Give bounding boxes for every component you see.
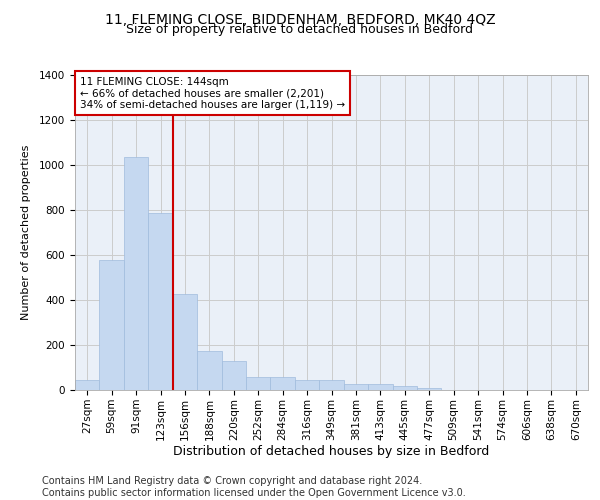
Bar [368, 384, 392, 390]
Text: 11 FLEMING CLOSE: 144sqm
← 66% of detached houses are smaller (2,201)
34% of sem: 11 FLEMING CLOSE: 144sqm ← 66% of detach… [80, 76, 345, 110]
Bar [100, 260, 124, 390]
X-axis label: Distribution of detached houses by size in Bedford: Distribution of detached houses by size … [173, 446, 490, 458]
Bar [124, 157, 148, 390]
Bar [271, 376, 295, 390]
Y-axis label: Number of detached properties: Number of detached properties [20, 145, 31, 320]
Bar [173, 294, 197, 390]
Bar [197, 350, 221, 390]
Bar [246, 376, 271, 390]
Bar [319, 380, 344, 390]
Bar [295, 380, 319, 390]
Bar [392, 386, 417, 390]
Bar [221, 361, 246, 390]
Text: Contains HM Land Registry data © Crown copyright and database right 2024.
Contai: Contains HM Land Registry data © Crown c… [42, 476, 466, 498]
Bar [148, 214, 173, 390]
Bar [75, 380, 100, 390]
Text: 11, FLEMING CLOSE, BIDDENHAM, BEDFORD, MK40 4QZ: 11, FLEMING CLOSE, BIDDENHAM, BEDFORD, M… [104, 12, 496, 26]
Bar [417, 388, 442, 390]
Text: Size of property relative to detached houses in Bedford: Size of property relative to detached ho… [127, 24, 473, 36]
Bar [344, 384, 368, 390]
